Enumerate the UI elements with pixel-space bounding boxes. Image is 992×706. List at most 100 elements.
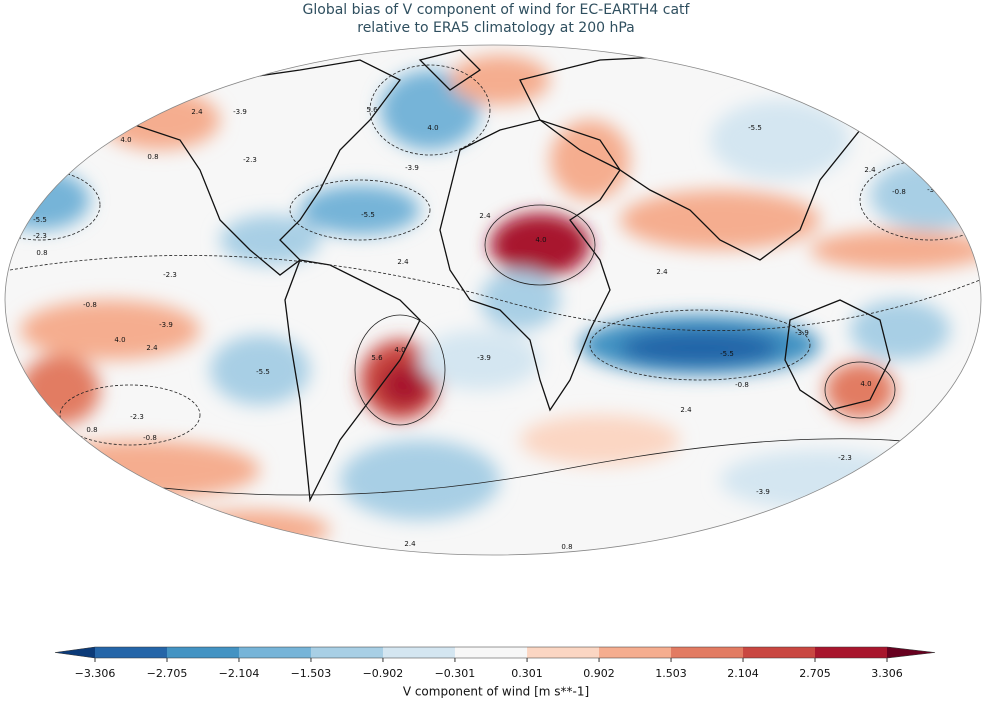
colorbar-tick-label: −3.306 bbox=[75, 667, 116, 680]
bias-region bbox=[300, 185, 420, 235]
contour-label: -0.8 bbox=[892, 188, 906, 196]
colorbar-tick-label: −2.705 bbox=[147, 667, 188, 680]
contour-label: -0.8 bbox=[180, 499, 194, 507]
colorbar-bin bbox=[527, 647, 600, 658]
contour-label: -3.9 bbox=[159, 321, 173, 329]
bias-region bbox=[710, 100, 850, 180]
colorbar-tick-label: 0.902 bbox=[583, 667, 615, 680]
contour-label: 2.4 bbox=[397, 258, 409, 266]
colorbar-bin bbox=[310, 647, 384, 658]
contour-label: 4.0 bbox=[394, 346, 405, 354]
bias-region bbox=[100, 90, 220, 150]
colorbar-bin bbox=[454, 647, 528, 658]
contour-label: 2.4 bbox=[404, 540, 416, 548]
title-line: relative to ERA5 climatology at 200 hPa bbox=[357, 20, 634, 36]
colorbar-bin bbox=[815, 647, 888, 658]
contour-label: -5.5 bbox=[748, 124, 762, 132]
contour-label: 0.8 bbox=[86, 426, 97, 434]
bias-region bbox=[825, 362, 895, 418]
contour-label: 0.8 bbox=[561, 543, 572, 551]
contour-label: -5.5 bbox=[361, 211, 375, 219]
colorbar-tick-label: 2.104 bbox=[727, 667, 759, 680]
colorbar-bin bbox=[743, 647, 816, 658]
colorbar-extend-low bbox=[55, 647, 95, 658]
contour-label: 2.4 bbox=[864, 166, 876, 174]
colorbar-extend-high bbox=[887, 647, 935, 658]
contour-label: 5.6 bbox=[366, 106, 378, 114]
contour-label: 0.8 bbox=[36, 249, 47, 257]
bias-region bbox=[420, 330, 540, 390]
contour-label: -3.9 bbox=[477, 354, 491, 362]
bias-region bbox=[870, 160, 981, 230]
bias-region bbox=[20, 440, 260, 500]
bias-region bbox=[20, 300, 200, 360]
bias-region bbox=[620, 190, 820, 250]
contour-label: -3.9 bbox=[795, 329, 809, 337]
contour-label: -3.9 bbox=[756, 488, 770, 496]
contour-label: -3.9 bbox=[233, 108, 247, 116]
contour-label: -0.8 bbox=[719, 44, 733, 52]
colorbar-tick-label: 2.705 bbox=[799, 667, 831, 680]
bias-region bbox=[340, 440, 500, 520]
contour-label: -5.5 bbox=[256, 368, 270, 376]
colorbar-tick-label: −0.902 bbox=[363, 667, 404, 680]
colorbar-tick-label: −1.503 bbox=[291, 667, 332, 680]
title-line: Global bias of V component of wind for E… bbox=[303, 2, 691, 18]
colorbar-tick-label: −0.301 bbox=[435, 667, 476, 680]
contour-label: 2.4 bbox=[479, 212, 491, 220]
bias-region bbox=[220, 215, 320, 265]
map: -0.8 -0.8 2.4 -3.9 5.6 4.0 -5.5 4.0 0.8 -2.3 -3.9 -… bbox=[5, 44, 981, 555]
bias-region bbox=[20, 355, 100, 425]
contour-label: -3.9 bbox=[35, 184, 49, 192]
colorbar-bin bbox=[671, 647, 744, 658]
contour-label: -0.8 bbox=[735, 381, 749, 389]
contour-label: -2.3 bbox=[243, 156, 257, 164]
contour-label: -0.8 bbox=[305, 44, 319, 52]
bias-region bbox=[210, 335, 310, 405]
contour-label: 5.6 bbox=[371, 354, 383, 362]
bias-region bbox=[520, 415, 680, 465]
map-frame bbox=[4, 44, 982, 556]
contour-label: 2.4 bbox=[656, 268, 668, 276]
bias-region bbox=[380, 363, 430, 407]
bias-region bbox=[170, 510, 330, 550]
contour-label: -2.3 bbox=[130, 413, 144, 421]
colorbar-bin bbox=[95, 647, 168, 658]
contour-label: 4.0 bbox=[860, 380, 871, 388]
colorbar-tick-label: −2.104 bbox=[219, 667, 260, 680]
contour-label: -3.9 bbox=[405, 164, 419, 172]
contour-label: 4.0 bbox=[427, 124, 438, 132]
contour-label: -0.8 bbox=[701, 544, 715, 552]
contour-label: -3.9 bbox=[927, 186, 941, 194]
bias-region bbox=[810, 230, 981, 270]
contour-label: -5.5 bbox=[33, 216, 47, 224]
contour-label: -2.3 bbox=[838, 454, 852, 462]
contour-label: 4.0 bbox=[535, 236, 546, 244]
bias-region bbox=[550, 120, 630, 200]
contour-label: 4.0 bbox=[120, 136, 131, 144]
colorbar-tick-label: 1.503 bbox=[655, 667, 687, 680]
contour-label: -0.8 bbox=[83, 301, 97, 309]
colorbar: −3.306 −2.705 −2.104 −1.503 −0.902 −0.301 0.30… bbox=[54, 646, 936, 680]
contour-label: 0.8 bbox=[147, 153, 158, 161]
contour-label: -5.5 bbox=[720, 350, 734, 358]
contour-label: -2.3 bbox=[33, 232, 47, 240]
bias-region bbox=[450, 55, 550, 105]
bias-region bbox=[850, 300, 950, 360]
contour-label: 0.8 bbox=[79, 471, 90, 479]
colorbar-bin bbox=[382, 647, 456, 658]
contour-label: -0.8 bbox=[143, 434, 157, 442]
colorbar-label: V component of wind [m s**-1] bbox=[403, 685, 589, 699]
colorbar-bin bbox=[599, 647, 672, 658]
bias-region bbox=[515, 225, 575, 265]
colorbar-bin bbox=[166, 647, 240, 658]
contour-label: -2.3 bbox=[163, 271, 177, 279]
bias-region bbox=[620, 330, 780, 366]
colorbar-bin bbox=[238, 647, 312, 658]
contour-label: 2.4 bbox=[146, 344, 158, 352]
colorbar-tick-label: 0.301 bbox=[511, 667, 543, 680]
bias-region bbox=[480, 270, 560, 330]
contour-label: 4.0 bbox=[114, 336, 125, 344]
bias-region bbox=[720, 450, 920, 510]
